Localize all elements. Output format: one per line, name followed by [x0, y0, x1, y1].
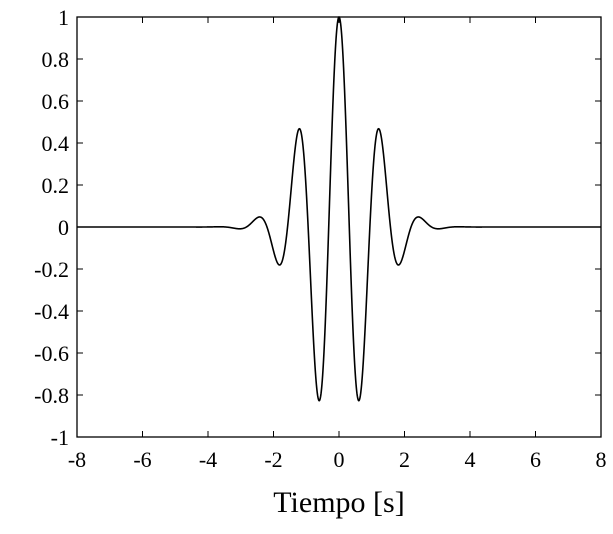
x-tick-label: 6 [530, 447, 541, 472]
x-tick-label: 4 [465, 447, 476, 472]
y-tick-label: 1 [58, 5, 69, 30]
y-tick-label: -1 [51, 425, 69, 450]
y-tick-label: 0.4 [42, 131, 70, 156]
x-tick-label: 0 [334, 447, 345, 472]
y-tick-label: 0.2 [42, 173, 70, 198]
series-line-wavelet [77, 15, 601, 402]
x-tick-label: 2 [399, 447, 410, 472]
y-tick-label: -0.8 [34, 383, 69, 408]
y-tick-label: 0 [58, 215, 69, 240]
y-tick-labels: 1 0.8 0.6 0.4 0.2 0 -0.2 -0.4 -0.6 -0.8 -1 [34, 5, 69, 450]
x-tick-label: -2 [264, 447, 282, 472]
x-axis-label: Tiempo [s] [273, 486, 404, 519]
x-tick-label: -6 [133, 447, 151, 472]
x-tick-labels: -8 -6 -4 -2 0 2 4 6 8 [68, 447, 607, 472]
y-tick-label: 0.6 [42, 89, 70, 114]
x-tick-label: 8 [596, 447, 607, 472]
y-tick-label: -0.2 [34, 257, 69, 282]
y-tick-label: 0.8 [42, 47, 70, 72]
y-tick-label: -0.6 [34, 341, 69, 366]
y-tick-label: -0.4 [34, 299, 69, 324]
x-tick-label: -4 [199, 447, 217, 472]
x-tick-label: -8 [68, 447, 86, 472]
axis-ticks [76, 16, 602, 438]
